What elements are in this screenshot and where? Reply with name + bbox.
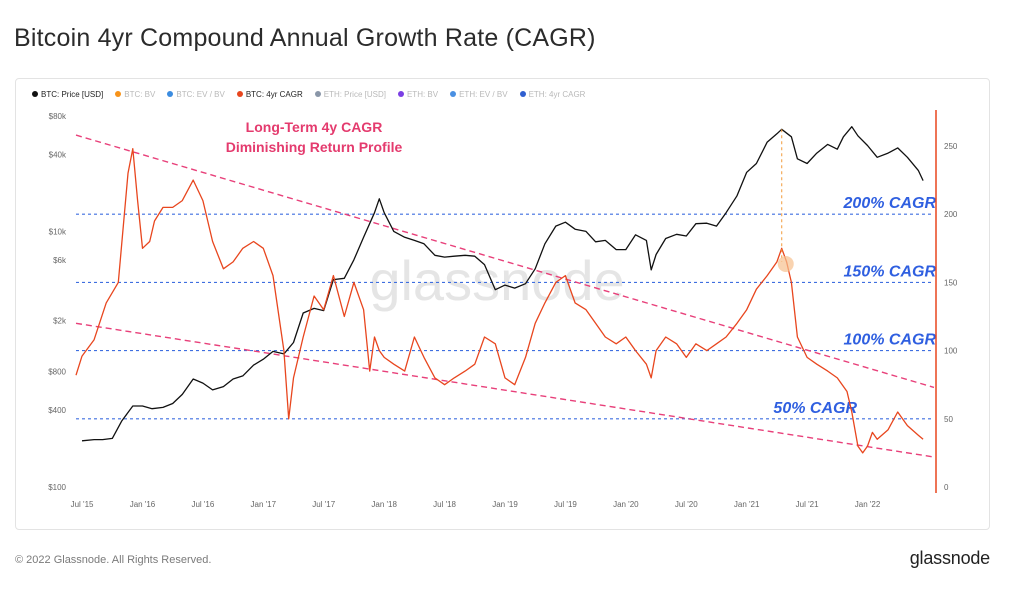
x-tick-label: Jul '18 [433, 500, 456, 509]
legend-label: BTC: 4yr CAGR [245, 89, 303, 99]
x-tick-label: Jul '20 [675, 500, 698, 509]
reference-label-200: 200% CAGR [843, 195, 937, 212]
legend-item-eth-bv[interactable]: ETH: BV [397, 89, 439, 99]
legend-dot-icon [450, 91, 457, 97]
legend-dot-icon [314, 91, 321, 97]
chart-panel [15, 78, 990, 530]
legend-dot-icon [519, 91, 526, 97]
legend-label: BTC: Price [USD] [41, 89, 104, 99]
y-right-tick-label: 250 [944, 142, 958, 151]
x-tick-label: Jul '15 [71, 500, 94, 509]
y-right-tick-label: 100 [944, 347, 958, 356]
legend-label: ETH: BV [406, 89, 439, 99]
y-left-tick-label: $800 [48, 368, 66, 377]
btc-price-line [81, 126, 924, 442]
x-tick-label: Jul '19 [554, 500, 577, 509]
chart-legend: BTC: Price [USD] BTC: BV BTC: EV / BV BTC: … [32, 86, 585, 102]
reference-lines: 200% CAGR 150% CAGR 100% CAGR 50% CAGR [76, 195, 937, 420]
lower-trend-line [75, 322, 935, 458]
legend-item-btc-bv[interactable]: BTC: BV [115, 90, 155, 99]
y-right-tick-label: 200 [944, 210, 958, 219]
legend-dot-icon [236, 91, 243, 97]
btc-cagr-line [75, 148, 924, 454]
annotation-line-2: Diminishing Return Profile [226, 139, 403, 155]
y-left-tick-label: $10k [49, 227, 67, 236]
y-left-tick-label: $2k [53, 317, 67, 326]
legend-label: BTC: BV [124, 89, 156, 99]
x-tick-label: Jul '16 [191, 500, 214, 509]
legend-item-btc-ev-bv[interactable]: BTC: EV / BV [167, 89, 225, 99]
legend-label: ETH: EV / BV [459, 89, 508, 99]
legend-dot-icon [115, 91, 122, 97]
x-tick-label: Jan '21 [734, 500, 760, 509]
peak-marker [777, 255, 794, 272]
trend-lines [75, 134, 935, 458]
y-right-tick-label: 150 [944, 278, 958, 287]
upper-trend-line [75, 134, 935, 389]
reference-label-50: 50% CAGR [773, 400, 857, 417]
x-tick-label: Jan '17 [251, 500, 277, 509]
legend-dot-icon [397, 91, 404, 97]
x-tick-label: Jan '22 [855, 500, 881, 509]
reference-label-100: 100% CAGR [844, 332, 937, 349]
reference-label-150: 150% CAGR [844, 263, 937, 280]
legend-item-btc-price-usd[interactable]: BTC: Price [USD] [32, 90, 103, 99]
x-tick-label: Jan '20 [613, 500, 639, 509]
y-left-tick-label: $100 [48, 483, 66, 492]
x-tick-label: Jul '17 [312, 500, 335, 509]
copyright: © 2022 Glassnode. All Rights Reserved. [15, 554, 212, 566]
legend-item-eth-ev-bv[interactable]: ETH: EV / BV [450, 89, 508, 99]
legend-item-eth-price-usd[interactable]: ETH: Price [USD] [314, 89, 386, 99]
legend-label: ETH: Price [USD] [323, 89, 386, 99]
y-right-tick-label: 50 [944, 415, 953, 424]
watermark: glassnode [369, 249, 624, 312]
page-title: Bitcoin 4yr Compound Annual Growth Rate … [14, 24, 596, 52]
y-left-tick-label: $6k [53, 256, 67, 265]
x-tick-label: Jul '21 [796, 500, 819, 509]
legend-label: ETH: 4yr CAGR [528, 89, 586, 99]
legend-item-eth-4yr-cagr[interactable]: ETH: 4yr CAGR [519, 89, 586, 99]
y-left-tick-label: $400 [48, 406, 66, 415]
x-tick-label: Jan '16 [130, 500, 156, 509]
y-left-tick-label: $80k [49, 112, 67, 121]
glassnode-logo: glassnode [909, 548, 990, 568]
x-tick-label: Jan '18 [371, 500, 397, 509]
y-left-tick-label: $40k [49, 150, 67, 159]
annotation-line-1: Long-Term 4y CAGR [246, 119, 383, 135]
legend-dot-icon [32, 91, 38, 97]
y-right-tick-label: 0 [944, 483, 949, 492]
legend-item-btc-4yr-cagr[interactable]: BTC: 4yr CAGR [236, 89, 303, 99]
legend-label: BTC: EV / BV [176, 89, 225, 99]
x-tick-label: Jan '19 [492, 500, 518, 509]
annotations: Long-Term 4y CAGR Diminishing Return Pro… [226, 119, 794, 272]
series-layer [75, 126, 924, 454]
legend-dot-icon [167, 91, 174, 97]
axes: $80k $40k $10k $6k $2k $800 $400 $100 250 200 150 1… [48, 110, 958, 509]
